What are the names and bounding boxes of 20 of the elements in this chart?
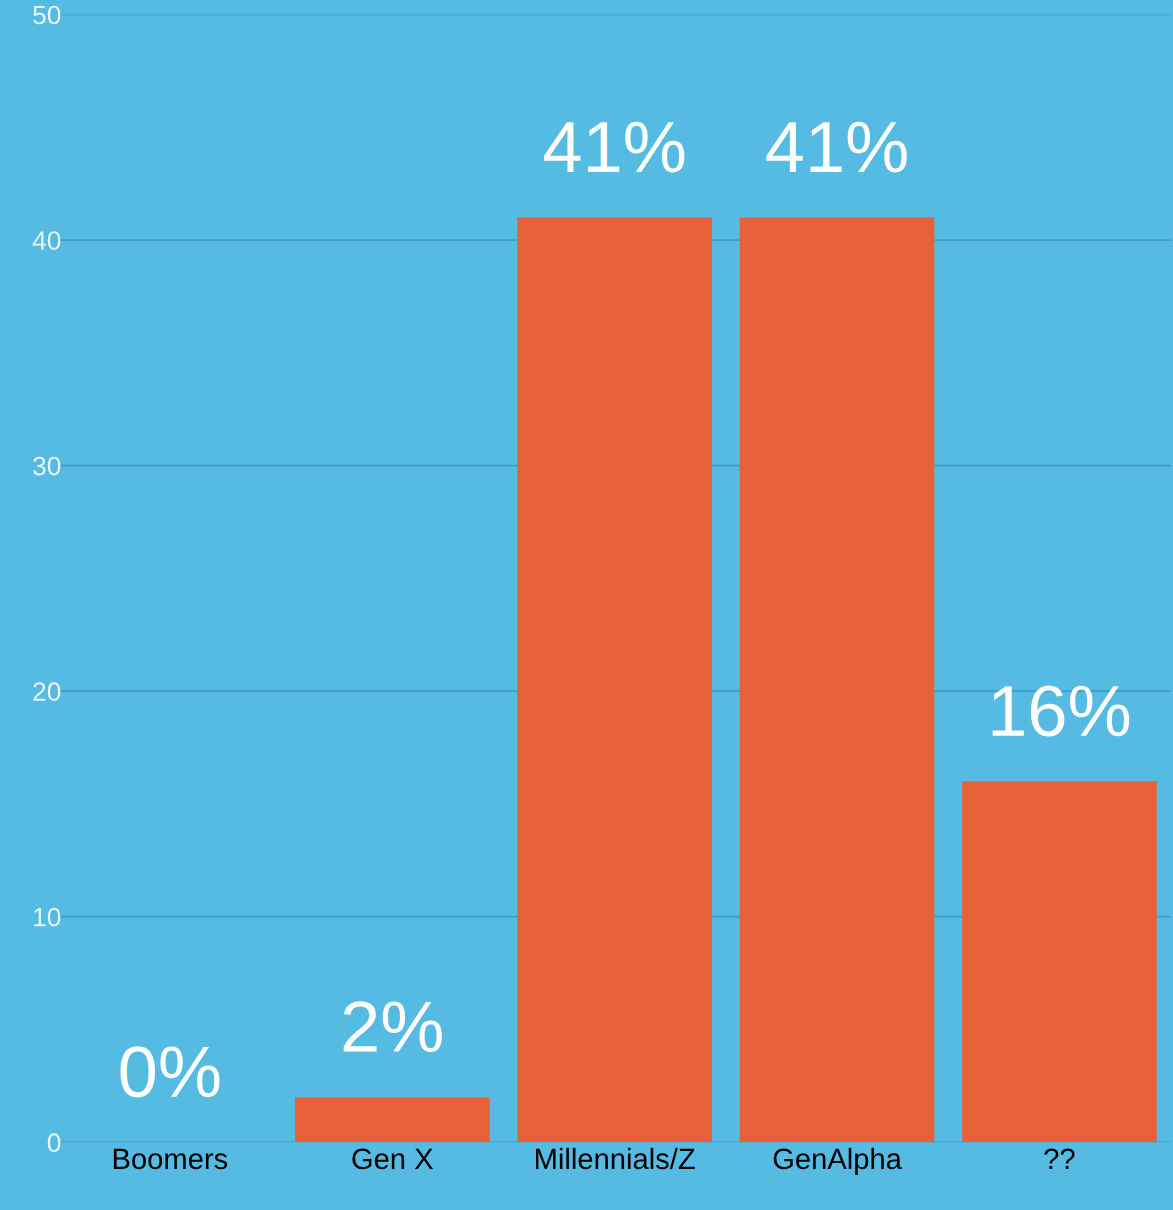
bar bbox=[962, 781, 1157, 1143]
x-tick-label: Millennials/Z bbox=[536, 1147, 695, 1170]
y-tick-label: 30 bbox=[33, 456, 61, 476]
y-tick-label: 10 bbox=[34, 907, 61, 927]
x-tick-label: ?? bbox=[1044, 1148, 1075, 1169]
y-tick-label: 0 bbox=[47, 1133, 61, 1153]
y-tick-label: 40 bbox=[32, 231, 61, 250]
y-tick-label: 20 bbox=[33, 682, 61, 701]
data-label: 0% bbox=[120, 1046, 220, 1098]
bar bbox=[294, 1097, 490, 1143]
x-tick-label: Gen X bbox=[352, 1148, 433, 1170]
y-tick-label: 50 bbox=[33, 5, 61, 25]
x-tick-label: GenAlpha bbox=[773, 1147, 902, 1175]
data-label: 41% bbox=[766, 121, 907, 173]
data-label: 2% bbox=[343, 1001, 442, 1053]
x-tick-label: Boomers bbox=[113, 1148, 228, 1170]
bar bbox=[739, 217, 935, 1143]
data-label: 41% bbox=[544, 121, 685, 173]
data-label: 16% bbox=[992, 685, 1130, 737]
bar bbox=[517, 217, 712, 1143]
